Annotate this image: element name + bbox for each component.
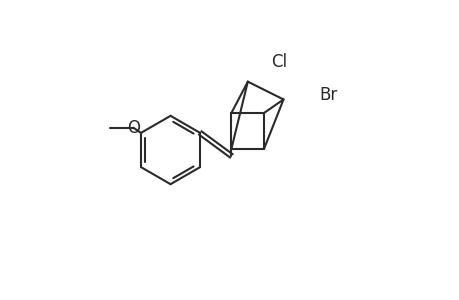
Text: Br: Br (319, 86, 337, 104)
Text: O: O (127, 119, 140, 137)
Text: Cl: Cl (270, 53, 286, 71)
